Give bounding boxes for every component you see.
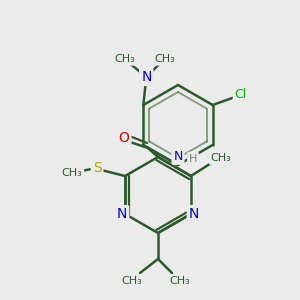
Text: N: N	[189, 207, 199, 221]
Text: N: N	[141, 70, 152, 84]
Text: N: N	[173, 150, 183, 163]
Text: CH₃: CH₃	[154, 54, 175, 64]
Text: H: H	[189, 154, 197, 164]
Text: Cl: Cl	[235, 88, 247, 101]
Text: CH₃: CH₃	[114, 54, 135, 64]
Text: S: S	[93, 161, 101, 175]
Text: O: O	[118, 131, 129, 145]
Text: N: N	[117, 207, 127, 221]
Text: CH₃: CH₃	[169, 276, 190, 286]
Text: CH₃: CH₃	[122, 276, 142, 286]
Text: CH₃: CH₃	[62, 168, 82, 178]
Text: CH₃: CH₃	[211, 153, 231, 163]
